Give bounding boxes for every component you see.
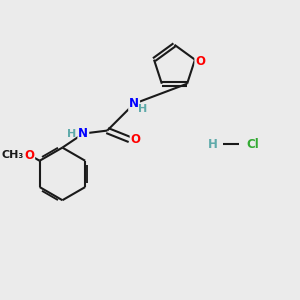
- Text: Cl: Cl: [246, 137, 259, 151]
- Text: CH₃: CH₃: [2, 150, 24, 161]
- Text: N: N: [78, 127, 88, 140]
- Text: O: O: [130, 133, 141, 146]
- Text: H: H: [67, 129, 76, 139]
- Text: O: O: [195, 55, 205, 68]
- Text: H: H: [208, 137, 218, 151]
- Text: N: N: [129, 97, 139, 110]
- Text: O: O: [24, 149, 34, 162]
- Text: H: H: [138, 104, 147, 114]
